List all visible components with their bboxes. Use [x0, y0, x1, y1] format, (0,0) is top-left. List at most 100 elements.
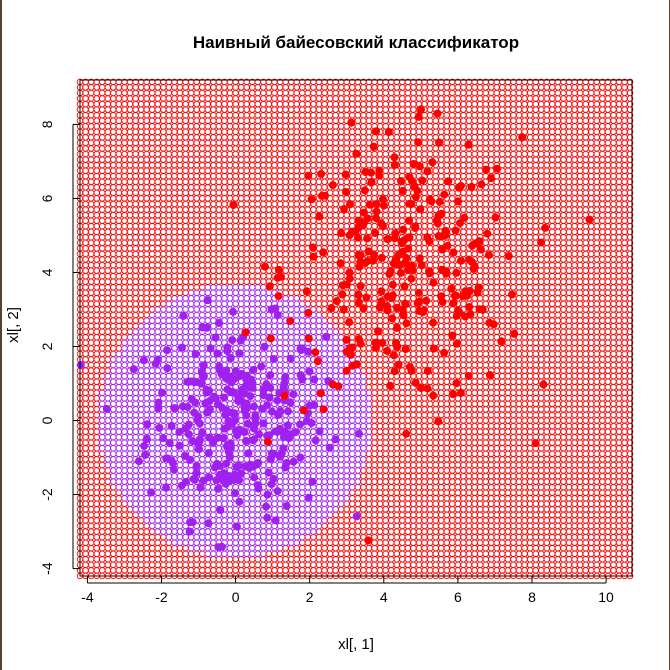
map-point-class1	[276, 522, 284, 530]
map-point-class2	[87, 395, 95, 402]
map-point-class2	[221, 561, 228, 569]
map-point-class2	[321, 239, 328, 247]
map-point-class2	[126, 278, 134, 285]
map-point-class2	[349, 245, 356, 252]
map-point-class2	[271, 234, 278, 241]
map-point-class2	[148, 189, 156, 197]
map-point-class2	[276, 111, 284, 119]
map-point-class1	[204, 334, 212, 341]
map-point-class1	[337, 411, 345, 419]
map-point-class1	[176, 417, 184, 424]
map-point-class2	[165, 561, 173, 569]
map-point-class2	[87, 378, 95, 385]
map-point-class1	[337, 456, 345, 463]
map-point-class2	[254, 195, 262, 202]
map-point-class2	[360, 489, 367, 496]
map-point-class1	[171, 522, 178, 530]
map-point-class2	[226, 217, 234, 224]
map-point-class2	[337, 550, 345, 558]
map-point-class2	[226, 139, 234, 147]
map-point-class2	[82, 378, 89, 385]
map-point-class2	[360, 156, 367, 163]
map-point-class2	[343, 161, 350, 169]
map-point-class1	[254, 372, 262, 380]
map-point-class1	[349, 400, 356, 408]
map-point-class2	[176, 145, 184, 152]
map-point-class1	[326, 500, 334, 508]
map-point-class2	[132, 322, 139, 330]
map-point-class2	[232, 267, 239, 274]
map-point-class1	[237, 289, 245, 297]
map-point-class2	[254, 111, 262, 119]
map-point-class1	[187, 511, 195, 519]
map-point-class2	[93, 456, 100, 463]
map-point-class1	[154, 322, 162, 330]
map-point-class2	[337, 89, 345, 97]
map-point-class2	[237, 256, 245, 263]
map-point-class2	[199, 561, 206, 569]
map-point-class2	[115, 167, 123, 174]
map-point-class2	[221, 111, 228, 119]
map-point-class2	[115, 528, 123, 535]
map-point-class2	[276, 561, 284, 569]
map-point-class2	[187, 239, 195, 247]
map-point-class1	[199, 339, 206, 347]
map-point-class2	[87, 422, 95, 430]
map-point-class2	[349, 561, 356, 569]
map-point-class1	[326, 417, 334, 424]
map-point-class2	[260, 245, 267, 252]
map-point-class2	[165, 128, 173, 136]
map-point-class2	[332, 95, 339, 102]
map-point-class2	[282, 256, 289, 263]
map-point-class2	[82, 128, 89, 136]
map-point-class2	[87, 317, 95, 324]
map-point-class2	[382, 522, 389, 530]
map-point-class2	[93, 322, 100, 330]
map-point-class1	[226, 511, 234, 519]
map-point-class2	[376, 489, 384, 496]
map-point-class2	[326, 528, 334, 535]
map-point-class2	[276, 95, 284, 102]
map-point-class2	[82, 84, 89, 91]
map-point-class2	[260, 111, 267, 119]
map-point-class1	[254, 328, 262, 335]
map-point-class1	[115, 361, 123, 369]
map-point-class2	[126, 178, 134, 186]
map-point-class1	[126, 356, 134, 363]
map-point-class1	[154, 417, 162, 424]
map-point-class1	[276, 500, 284, 508]
map-point-class1	[276, 361, 284, 369]
map-point-class2	[148, 167, 156, 174]
map-point-class2	[315, 267, 323, 274]
map-point-class2	[87, 456, 95, 463]
map-point-class2	[332, 217, 339, 224]
map-point-class1	[132, 500, 139, 508]
map-point-class2	[299, 189, 306, 197]
map-point-class1	[98, 389, 106, 397]
map-point-class2	[254, 106, 262, 113]
map-point-class1	[215, 495, 223, 502]
map-point-class2	[115, 100, 123, 108]
map-point-class2	[132, 211, 139, 219]
map-point-class1	[165, 495, 173, 502]
map-point-class2	[171, 89, 178, 97]
map-point-class2	[137, 217, 145, 224]
map-point-class2	[371, 539, 378, 546]
map-point-class1	[143, 317, 150, 324]
map-point-class2	[321, 228, 328, 236]
map-point-class1	[182, 533, 189, 541]
map-point-class2	[193, 228, 200, 236]
map-point-class2	[271, 84, 278, 91]
map-point-class1	[132, 417, 139, 424]
map-point-class1	[299, 478, 306, 485]
map-point-class2	[143, 178, 150, 186]
map-point-class2	[104, 156, 112, 163]
map-point-class1	[260, 356, 267, 363]
map-point-class2	[237, 561, 245, 569]
map-point-class2	[154, 100, 162, 108]
map-point-class2	[276, 106, 284, 113]
map-point-class1	[287, 533, 295, 541]
map-point-class2	[287, 550, 295, 558]
map-point-class2	[371, 483, 378, 491]
map-point-class2	[165, 261, 173, 269]
